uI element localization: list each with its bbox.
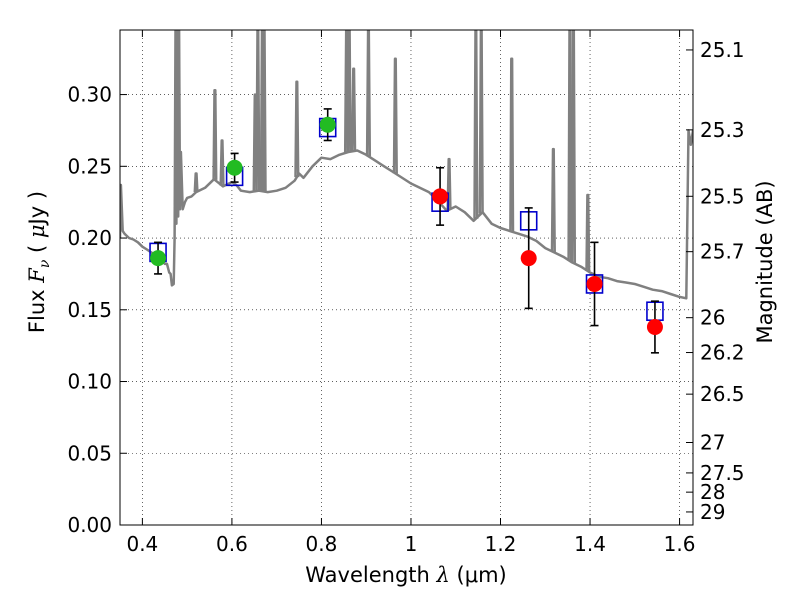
model-emission-line [550, 147, 556, 253]
model-emission-line [509, 57, 515, 232]
model-emission-line [294, 80, 300, 178]
x-axis-label: Wavelength λ (μm) [305, 563, 506, 587]
y-tick-label: 0.05 [67, 441, 112, 465]
magnitude-tick-label: 27.5 [700, 461, 745, 485]
x-tick-label: 0.6 [216, 532, 248, 556]
magnitude-tick-label: 28 [700, 480, 725, 504]
model-emission-line [212, 89, 218, 180]
model-emission-line [392, 57, 398, 174]
magnitude-tick-label: 25.7 [700, 240, 745, 264]
model-emission-line [585, 193, 591, 272]
x-tick-label: 1.4 [574, 532, 606, 556]
magnitude-tick-label: 25.3 [700, 118, 745, 142]
y-tick-label: 0.15 [67, 298, 112, 322]
magnitude-tick-label: 26.2 [700, 341, 745, 365]
observed-optical-point [150, 250, 167, 267]
model-emission-line [570, 30, 577, 264]
y-tick-label: 0.20 [67, 226, 112, 250]
magnitude-tick-label: 27 [700, 431, 725, 455]
magnitude-tick-label: 26 [700, 306, 725, 330]
x-tick-label: 1.2 [485, 532, 517, 556]
x-tick-label: 0.4 [126, 532, 158, 556]
model-emission-line [193, 172, 199, 193]
observed-nir-point [520, 250, 537, 267]
model-emission-line [351, 67, 357, 152]
model-emission-line [478, 30, 484, 214]
magnitude-tick-label: 29 [700, 500, 725, 524]
magnitude-axis-label: Magnitude (AB) [753, 180, 777, 343]
observed-nir-point [432, 188, 449, 205]
model-emission-line [346, 30, 352, 152]
model-emission-line [473, 30, 479, 219]
x-axis-ticks: 0.4 0.6 0.8 1 1.2 1.4 1.6 [126, 30, 695, 556]
observed-optical-point [226, 159, 243, 176]
magnitude-tick-label: 25.5 [700, 184, 745, 208]
model-emission-line [567, 30, 573, 262]
errorbar-layer [154, 108, 659, 354]
observed-optical-point [319, 116, 336, 133]
magnitude-tick-label: 25.1 [700, 38, 745, 62]
x-tick-label: 1.6 [664, 532, 696, 556]
observed-nir-point [646, 319, 663, 335]
model-emission-line [219, 139, 225, 186]
y-tick-label: 0.10 [67, 370, 112, 394]
model-spectrum-layer [120, 30, 693, 300]
model-spectrum-line [120, 30, 693, 300]
y-tick-label: 0.30 [67, 83, 112, 107]
y-tick-label: 0.00 [67, 513, 112, 537]
model-emission-line [446, 157, 452, 210]
grid-lines [120, 30, 693, 526]
y-axis-label: Flux Fν ( μJy ) [25, 191, 53, 333]
plot-frame [119, 29, 694, 526]
observed-nir-point [586, 275, 603, 292]
magnitude-tick-label: 26.5 [700, 382, 745, 406]
model-emission-line [365, 30, 372, 157]
model-emission-line [255, 30, 261, 191]
model-emission-line [261, 30, 267, 192]
observed-points-layer [150, 116, 663, 335]
x-tick-label: 0.8 [306, 532, 338, 556]
x-tick-label: 1 [405, 532, 418, 556]
y-axis-ticks: 0.00 0.05 0.10 0.15 0.20 0.25 0.30 [67, 83, 127, 537]
y-tick-label: 0.25 [67, 154, 112, 178]
plot-area [120, 30, 693, 354]
